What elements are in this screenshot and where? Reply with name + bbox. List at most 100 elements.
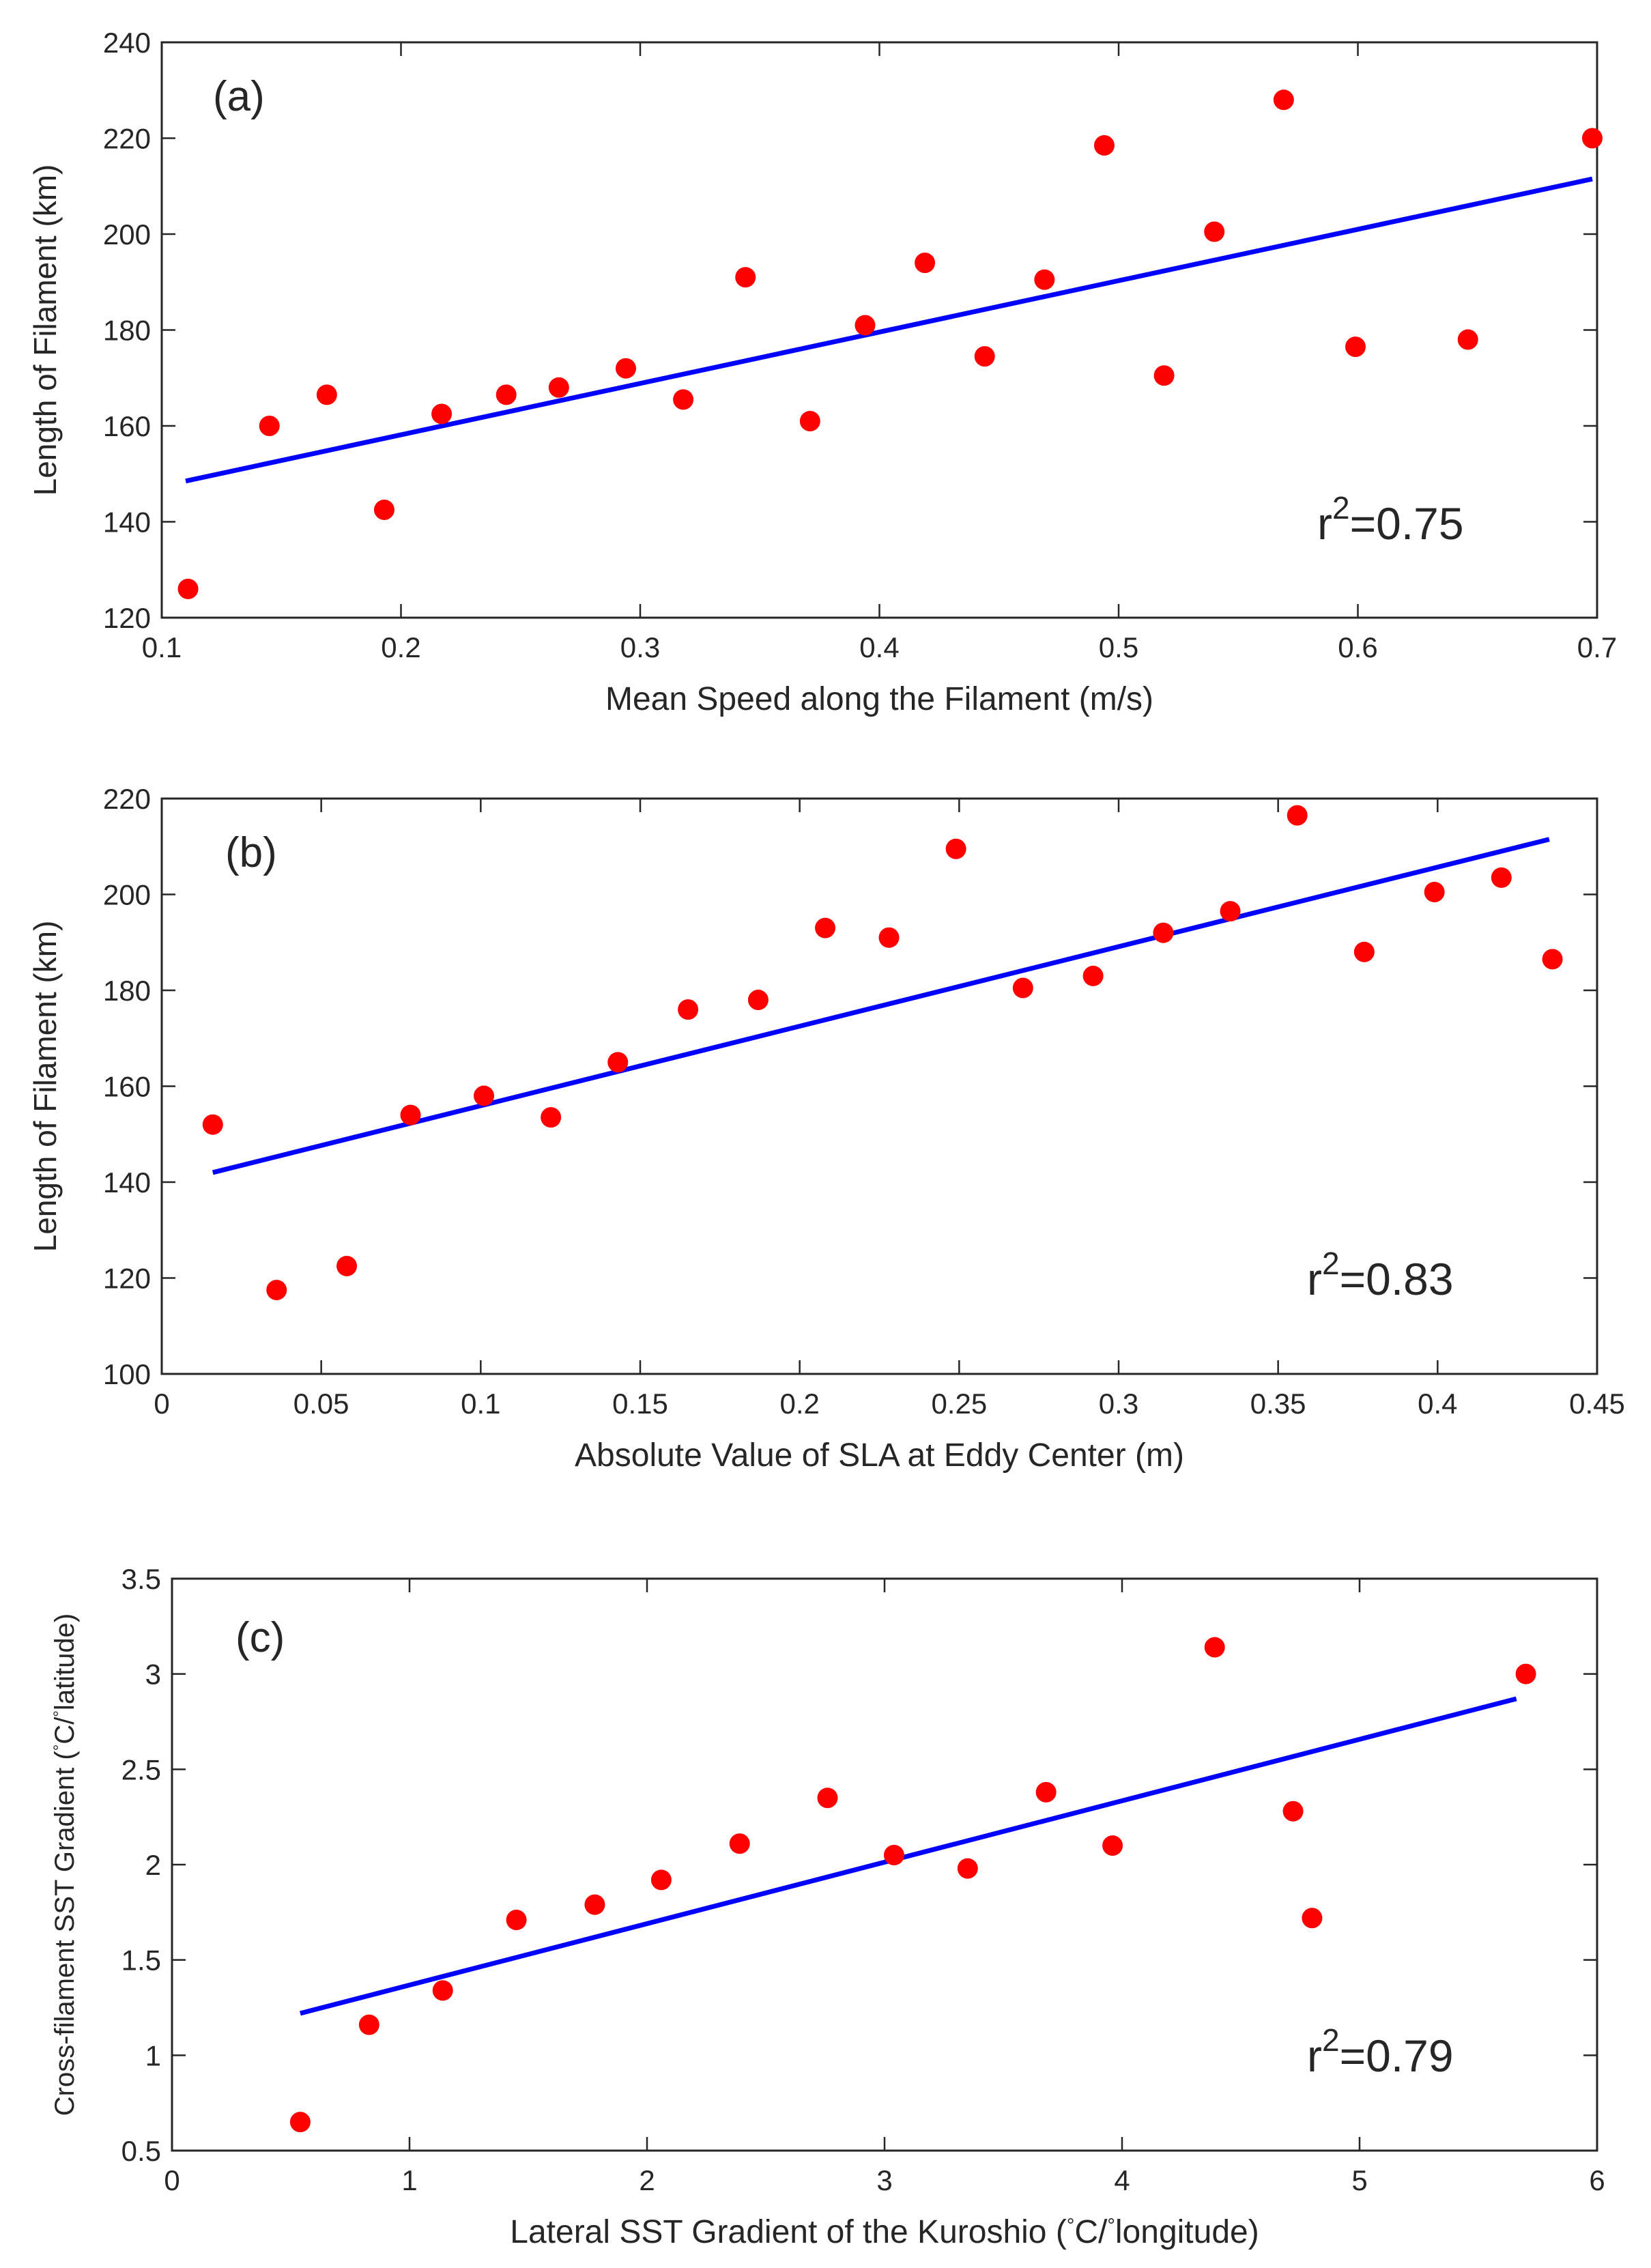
data-point: [855, 315, 876, 336]
data-point: [799, 410, 820, 431]
data-point: [1204, 1637, 1225, 1658]
y-tick-label: 180: [103, 975, 151, 1007]
data-point: [878, 927, 900, 948]
data-point: [1220, 901, 1241, 922]
y-tick-label: 240: [103, 27, 151, 59]
y-tick-label: 0.5: [121, 2135, 161, 2167]
x-tick-label: 6: [1589, 2164, 1605, 2196]
y-tick-label: 120: [103, 1263, 151, 1295]
y-axis-label: Cross-filament SST Gradient (°C/°latitud…: [50, 1613, 80, 2116]
data-point: [432, 1980, 453, 2001]
x-tick-label: 0.3: [1099, 1388, 1138, 1420]
data-point: [1102, 1835, 1123, 1856]
data-point: [400, 1104, 421, 1125]
panel-label: (a): [213, 73, 265, 120]
data-point: [1282, 1800, 1304, 1822]
data-point: [1012, 977, 1033, 999]
x-axis-label: Absolute Value of SLA at Eddy Center (m): [575, 1437, 1184, 1474]
r-squared-annotation: r2=0.79: [1307, 2022, 1454, 2081]
r-squared-annotation: r2=0.75: [1317, 490, 1464, 549]
data-point: [1491, 867, 1512, 888]
panel-label: (b): [225, 829, 277, 876]
y-tick-label: 1.5: [121, 1944, 161, 1977]
y-tick-label: 200: [103, 218, 151, 250]
x-tick-label: 0.1: [461, 1388, 500, 1420]
x-tick-label: 0.5: [1099, 631, 1138, 663]
data-point: [883, 1845, 904, 1866]
data-point: [266, 1280, 287, 1301]
data-point: [974, 346, 995, 367]
y-axis-label: Length of Filament (km): [27, 921, 63, 1252]
data-point: [336, 1255, 358, 1276]
data-point: [358, 2014, 379, 2035]
x-tick-label: 0.2: [381, 631, 420, 663]
data-point: [650, 1869, 672, 1891]
data-point: [1515, 1663, 1536, 1684]
data-point: [1457, 329, 1478, 350]
y-tick-label: 160: [103, 410, 151, 442]
data-point: [584, 1894, 605, 1915]
data-point: [915, 253, 936, 274]
regression-line: [300, 1696, 1517, 2016]
x-tick-label: 3: [876, 2164, 892, 2196]
y-tick-label: 2.5: [121, 1753, 161, 1785]
data-point: [1153, 365, 1175, 386]
data-point: [474, 1085, 495, 1106]
data-point: [1345, 336, 1366, 358]
data-point: [431, 403, 453, 425]
x-tick-label: 0.4: [859, 631, 899, 663]
data-point: [1287, 805, 1308, 826]
data-point: [1273, 89, 1294, 111]
r-squared-annotation: r2=0.83: [1307, 1246, 1454, 1304]
data-point: [548, 377, 569, 398]
data-point: [259, 416, 280, 436]
plot-area-frame: [160, 797, 1598, 1375]
y-tick-label: 140: [103, 1166, 151, 1198]
panel-label: (c): [235, 1614, 285, 1661]
y-tick-label: 200: [103, 879, 151, 911]
r-squared-base: r: [1307, 2030, 1322, 2081]
data-point: [316, 384, 337, 405]
r-squared-value: =0.75: [1350, 498, 1464, 549]
x-tick-label: 0.6: [1338, 631, 1377, 663]
x-tick-label: 0.45: [1569, 1388, 1625, 1420]
x-tick-label: 0.1: [142, 631, 182, 663]
data-point: [373, 499, 394, 520]
data-point: [957, 1858, 978, 1879]
x-tick-label: 0.2: [779, 1388, 819, 1420]
data-point: [506, 1910, 527, 1931]
data-point: [729, 1833, 750, 1854]
y-tick-label: 1: [145, 2039, 161, 2071]
r-squared-exponent: 2: [1332, 490, 1350, 526]
x-tick-label: 0.3: [620, 631, 660, 663]
y-tick-label: 220: [103, 123, 151, 155]
x-tick-label: 0.05: [293, 1388, 349, 1420]
x-tick-label: 0: [154, 1388, 169, 1420]
data-point: [1581, 128, 1603, 149]
y-tick-label: 140: [103, 506, 151, 539]
data-point: [1153, 922, 1174, 943]
x-tick-label: 0.35: [1250, 1388, 1306, 1420]
y-tick-label: 3: [145, 1659, 161, 1691]
data-point: [202, 1114, 223, 1135]
data-point: [817, 1788, 838, 1809]
data-point: [1093, 135, 1115, 156]
x-tick-label: 1: [401, 2164, 417, 2196]
y-tick-label: 2: [145, 1849, 161, 1881]
data-point: [678, 999, 699, 1020]
x-tick-label: 0: [164, 2164, 180, 2196]
x-tick-label: 2: [639, 2164, 655, 2196]
r-squared-base: r: [1307, 1254, 1322, 1304]
data-point: [607, 1052, 629, 1073]
data-point: [1542, 949, 1563, 970]
data-point: [747, 990, 769, 1011]
r-squared-exponent: 2: [1322, 2022, 1340, 2058]
chart-panel-2: 0 0.05 0.1 0.15 0.2 0.25 0.3 0.35 0.4 0.45 100 120 1…: [27, 783, 1625, 1474]
data-point: [673, 389, 694, 410]
r-squared-exponent: 2: [1322, 1246, 1340, 1281]
y-tick-label: 3.5: [121, 1563, 161, 1595]
r-squared-value: =0.83: [1340, 1254, 1454, 1304]
y-tick-label: 160: [103, 1071, 151, 1103]
data-point: [815, 917, 836, 938]
